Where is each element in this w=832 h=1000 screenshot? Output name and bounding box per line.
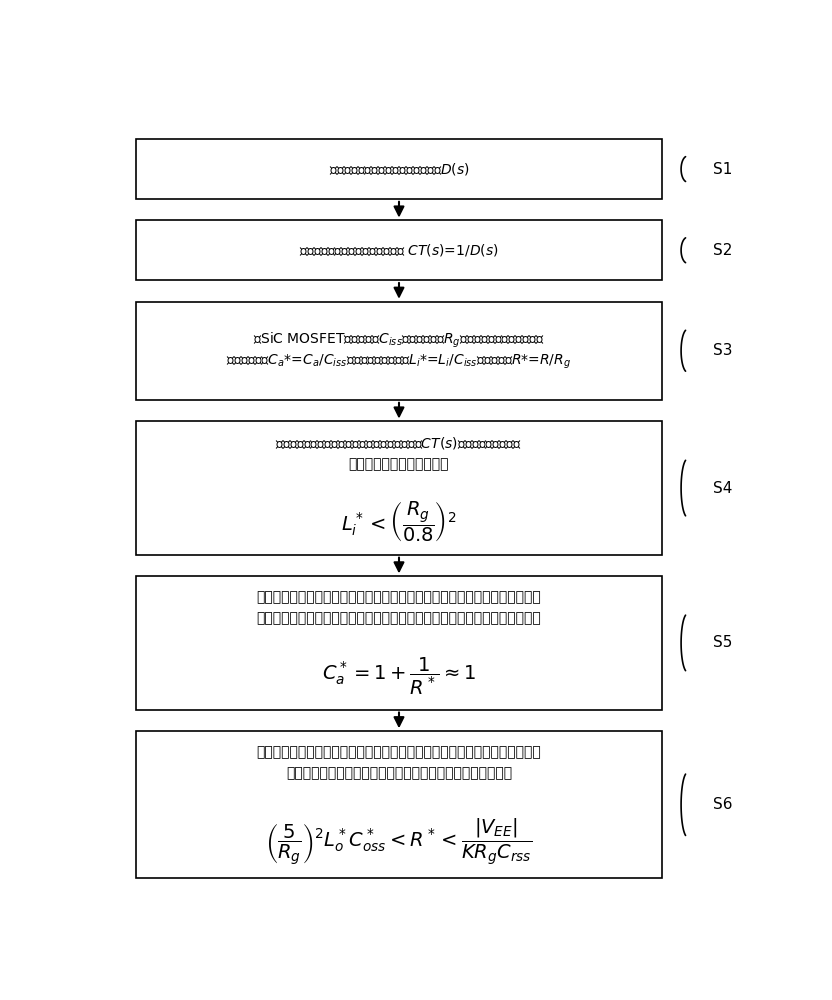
Text: $\left(\dfrac{5}{R_g}\right)^2 L_o^* C_{oss}^* < R^* < \dfrac{|V_{EE}|}{KR_g C_{: $\left(\dfrac{5}{R_g}\right)^2 L_o^* C_{… (265, 816, 532, 867)
Text: $C_a^*=1+\dfrac{1}{R^*}\approx 1$: $C_a^*=1+\dfrac{1}{R^*}\approx 1$ (322, 655, 476, 697)
Text: 验证杂散电感是否足够小，以保证标准二阶系统$CT(s)$具有足够的阻尼比，: 验证杂散电感是否足够小，以保证标准二阶系统$CT(s)$具有足够的阻尼比， (275, 435, 522, 451)
Text: $L_i^* < \left(\dfrac{R_g}{0.8}\right)^2$: $L_i^* < \left(\dfrac{R_g}{0.8}\right)^2… (341, 499, 457, 544)
Text: 过程，确保辅助并联电容不会过度影响开关速度，设计辅助并联电容标幺値：: 过程，确保辅助并联电容不会过度影响开关速度，设计辅助并联电容标幺値： (256, 612, 542, 626)
Text: 取SiC MOSFET的输入电容$C_{iss}$和栅极内电阵$R_g$为基准値进行参数标幺化：: 取SiC MOSFET的输入电容$C_{iss}$和栅极内电阵$R_g$为基准値… (253, 330, 545, 350)
Text: S3: S3 (713, 343, 733, 358)
Bar (136, 731, 661, 878)
Bar (136, 421, 661, 555)
Text: S4: S4 (713, 481, 733, 496)
Text: 导致栅源电压变化过缓增大开关损耗，设计驱动电阵标幺値：: 导致栅源电压变化过缓增大开关损耗，设计驱动电阵标幺値： (286, 767, 512, 781)
Text: 根据特征多项式构造标准二阶系统 $CT(s)$=1/$D(s)$: 根据特征多项式构造标准二阶系统 $CT(s)$=1/$D(s)$ (300, 242, 499, 258)
Text: S2: S2 (713, 243, 733, 258)
Bar (136, 139, 661, 199)
Text: 并联辅助电容$C_a$*=$C_a$/$C_{iss}$、驱动回路杂散电感$L_i$*=$L_i$/$C_{iss}$、驱动电阵$R$*=$R$/$R_g$: 并联辅助电容$C_a$*=$C_a$/$C_{iss}$、驱动回路杂散电感$L_… (226, 352, 572, 371)
Text: S1: S1 (713, 162, 733, 177)
Bar (136, 302, 661, 400)
Text: S5: S5 (713, 635, 733, 650)
Bar (136, 220, 661, 280)
Text: 驱动回路杂散电感标幺値：: 驱动回路杂散电感标幺値： (349, 457, 449, 471)
Text: S6: S6 (713, 797, 733, 812)
Text: 均衡抑制栅源电压的干扰尖峰和干扰振荡，并防止因为驱动回路截止频率过低: 均衡抑制栅源电压的干扰尖峰和干扰振荡，并防止因为驱动回路截止频率过低 (256, 745, 542, 759)
Text: 构造干扰路径传递函数的特征多项式$D(s)$: 构造干扰路径传递函数的特征多项式$D(s)$ (329, 161, 469, 177)
Bar (136, 576, 661, 710)
Text: 标准二阶系统在具备充足的阻尼比前提下，获得适度的、持续时间较短的过渡: 标准二阶系统在具备充足的阻尼比前提下，获得适度的、持续时间较短的过渡 (256, 590, 542, 604)
